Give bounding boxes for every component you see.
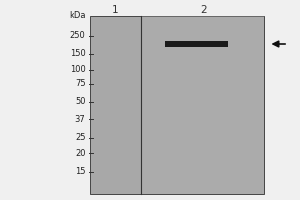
Text: 20: 20	[75, 148, 86, 158]
Text: 1: 1	[112, 5, 119, 15]
Text: 2: 2	[201, 5, 207, 15]
FancyBboxPatch shape	[90, 16, 264, 194]
Text: 50: 50	[75, 98, 86, 106]
Text: 25: 25	[75, 134, 86, 142]
Text: 37: 37	[75, 114, 86, 123]
FancyBboxPatch shape	[141, 16, 264, 194]
Text: 75: 75	[75, 79, 86, 88]
Text: 15: 15	[75, 168, 86, 176]
Text: kDa: kDa	[69, 11, 85, 21]
Text: 150: 150	[70, 49, 86, 58]
FancyBboxPatch shape	[165, 41, 228, 47]
Text: 100: 100	[70, 66, 86, 74]
Text: 250: 250	[70, 31, 86, 40]
